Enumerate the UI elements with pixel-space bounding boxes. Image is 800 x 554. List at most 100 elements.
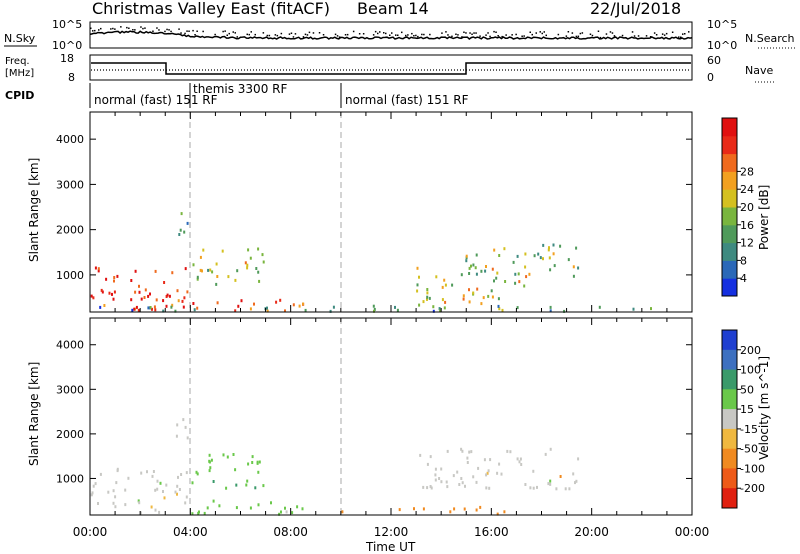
data-cell [445, 480, 448, 484]
data-cell [443, 306, 446, 310]
nsearch-point [128, 27, 130, 29]
data-cell [456, 470, 459, 474]
y-tick-label: 3000 [56, 383, 84, 396]
data-cell [373, 307, 376, 311]
data-cell [177, 299, 180, 303]
cpid-mode-2: themis 3300 RF [193, 82, 287, 96]
nsearch-point [90, 27, 92, 29]
nsearch-point [682, 33, 684, 35]
data-cell [124, 488, 127, 492]
x-axis-tick-labels: 00:00 04:00 08:00 12:00 16:00 20:00 00:00 [73, 525, 710, 539]
nsearch-point [495, 31, 497, 33]
data-cell [112, 297, 115, 301]
data-cell [547, 248, 550, 252]
data-cell [495, 276, 498, 280]
colorbar-segment [722, 207, 737, 226]
data-cell [174, 490, 177, 494]
data-cell [466, 461, 469, 464]
nsearch-point [621, 34, 624, 37]
nsearch-point [248, 33, 250, 36]
nsearch-point [415, 34, 417, 37]
data-cell [138, 290, 141, 294]
nsearch-label: N.Search [745, 32, 795, 45]
nsearch-point [140, 26, 142, 28]
velocity-x-ticks [89, 318, 693, 515]
data-cell [497, 304, 500, 308]
data-cell [191, 481, 194, 485]
data-cell [186, 221, 189, 225]
data-cell [549, 268, 552, 272]
data-cell [138, 284, 140, 288]
data-cell [480, 302, 483, 306]
data-cell [298, 304, 301, 308]
data-cell [542, 257, 544, 261]
nsearch-point [663, 34, 666, 36]
data-cell [301, 507, 304, 511]
data-cell [176, 289, 179, 293]
data-cell [114, 505, 117, 509]
data-cell [234, 468, 237, 472]
data-cell [100, 288, 103, 292]
nave-label: Nave [745, 64, 773, 77]
data-cell [183, 296, 186, 300]
data-cell [413, 507, 415, 511]
nsearch-point [170, 30, 172, 33]
nsearch-point [471, 33, 473, 35]
data-cell [284, 309, 286, 313]
nsearch-point [362, 33, 365, 35]
data-cell [115, 481, 118, 485]
power-colorbar-label: Power [dB] [757, 185, 771, 250]
nsearch-point [318, 32, 321, 34]
data-cell [262, 484, 265, 488]
nsearch-point [475, 32, 477, 34]
velocity-colorbar: 200 100 50 15 -15 -50 -100 -200 Velocity [m s^-… [721, 329, 771, 509]
nsearch-point [232, 31, 234, 33]
nsearch-point [665, 32, 668, 35]
nsearch-point [479, 35, 481, 37]
colorbar-segment [722, 428, 737, 450]
nsearch-point [304, 33, 307, 36]
velocity-y-axis: 1000 2000 3000 4000 [56, 339, 692, 485]
colorbar-segment [722, 118, 737, 137]
nsearch-point [168, 29, 170, 31]
data-cell [270, 501, 272, 505]
data-cell [112, 489, 115, 493]
nsearch-point [385, 32, 387, 35]
data-cell [177, 475, 179, 479]
nsearch-point [234, 32, 236, 34]
data-cell [524, 265, 527, 269]
data-cell [468, 300, 471, 304]
data-cell [147, 306, 150, 310]
nsky-label: N.Sky [4, 32, 36, 45]
nsearch-point [529, 31, 531, 33]
nsearch-point [539, 31, 541, 33]
nsearch-point [379, 31, 381, 33]
data-cell [99, 305, 102, 309]
nsearch-point [144, 27, 146, 29]
velocity-panel: 1000 2000 3000 4000 Slant Range [km] [27, 317, 693, 516]
data-cell [182, 305, 185, 309]
nsearch-point [543, 31, 545, 33]
colorbar-segment [722, 389, 737, 410]
data-cell [130, 298, 133, 302]
data-cell [135, 305, 138, 309]
nsearch-point [322, 34, 325, 36]
data-cell [438, 477, 441, 480]
nsearch-point [597, 30, 600, 32]
nsearch-point [308, 31, 311, 34]
nsearch-point [407, 34, 409, 36]
nsearch-point [100, 27, 102, 30]
data-cell [533, 254, 536, 258]
x-axis-label: Time UT [365, 540, 416, 554]
data-cell [140, 297, 143, 301]
nsearch-point [372, 34, 375, 36]
data-cell [470, 450, 473, 454]
data-cell [632, 307, 635, 311]
data-cell [154, 488, 157, 492]
nsearch-point [92, 30, 94, 32]
data-cell [103, 304, 106, 307]
data-cell [524, 252, 527, 256]
data-cell [532, 469, 535, 473]
data-cell [226, 455, 229, 459]
